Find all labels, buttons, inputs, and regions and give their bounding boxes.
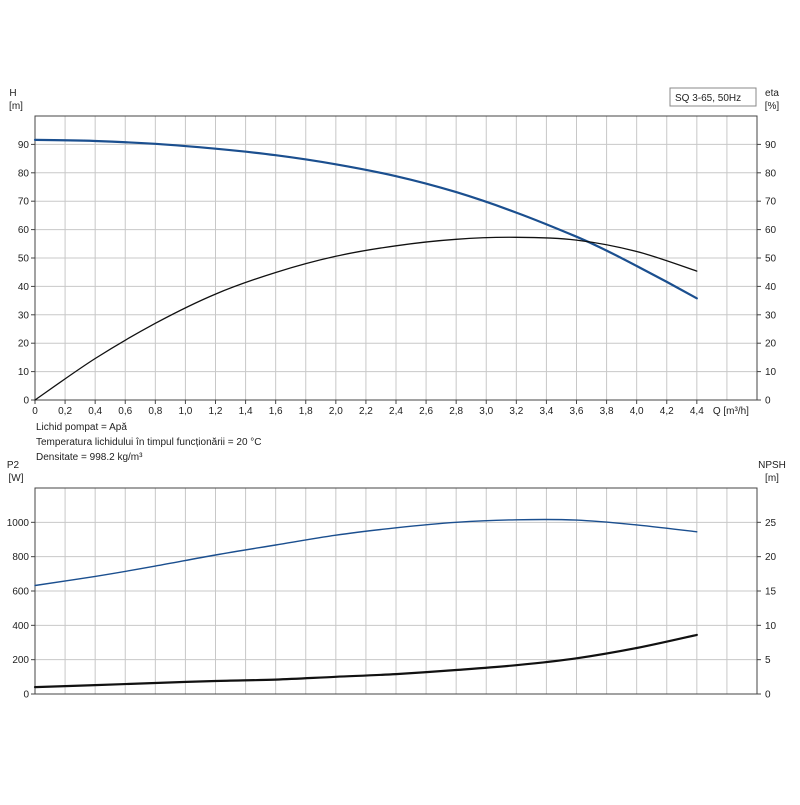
left-axis-tick-label: 30 bbox=[18, 310, 30, 321]
info-liquid: Lichid pompat = Apă bbox=[36, 422, 127, 433]
power-npsh-chart: 0 200 400 600 800 1000 0 5 10 15 20 25 P2 [W] NPSH [m] bbox=[7, 460, 786, 701]
x-axis-tick-label: 4,2 bbox=[660, 406, 674, 417]
legend-label: SQ 3-65, 50Hz bbox=[675, 93, 741, 104]
info-temperature: Temperatura lichidului în timpul funcțio… bbox=[36, 437, 262, 448]
left-axis-tick-label: 40 bbox=[18, 282, 30, 293]
x-axis-tick-label: 0,2 bbox=[58, 406, 72, 417]
right-axis-tick-label: 80 bbox=[765, 168, 777, 179]
left-axis-tick-label: 400 bbox=[12, 621, 29, 632]
left-axis-title: P2 bbox=[7, 460, 20, 471]
left-axis-tick-label: 90 bbox=[18, 140, 30, 151]
right-axis-tick-label: 15 bbox=[765, 587, 777, 598]
left-axis-tick-label: 20 bbox=[18, 339, 30, 350]
left-axis-tick-label: 0 bbox=[23, 690, 29, 701]
x-axis-tick-label: 4,4 bbox=[690, 406, 704, 417]
x-axis-tick-label: 1,6 bbox=[269, 406, 283, 417]
left-axis-unit: [m] bbox=[9, 101, 23, 112]
info-density: Densitate = 998.2 kg/m³ bbox=[36, 452, 143, 463]
right-axis-tick-label: 90 bbox=[765, 140, 777, 151]
left-axis-tick-label: 800 bbox=[12, 552, 29, 563]
right-axis-title: NPSH bbox=[758, 460, 786, 471]
x-axis-tick-label: 3,2 bbox=[509, 406, 523, 417]
x-axis-tick-label: 3,8 bbox=[600, 406, 614, 417]
right-axis-tick-label: 5 bbox=[765, 655, 771, 666]
x-axis-tick-label: 2,0 bbox=[329, 406, 343, 417]
series-curve-2 bbox=[33, 633, 698, 689]
left-axis-unit: [W] bbox=[9, 473, 24, 484]
x-axis-tick-label: 1,8 bbox=[299, 406, 313, 417]
x-axis-tick-label: 0,4 bbox=[88, 406, 102, 417]
right-axis-tick-label: 70 bbox=[765, 197, 777, 208]
x-axis-tick-label: 3,0 bbox=[479, 406, 493, 417]
x-axis-tick-label: 0,8 bbox=[148, 406, 162, 417]
right-axis-tick-label: 0 bbox=[765, 396, 771, 407]
x-axis-title: Q [m³/h] bbox=[713, 406, 749, 417]
legend-box bbox=[669, 87, 757, 107]
head-efficiency-chart: 0 10 20 30 40 50 60 70 80 90 0 10 20 30 40 50 60 70 80 90 H [… bbox=[9, 88, 779, 417]
x-axis-tick-label: 0 bbox=[32, 406, 38, 417]
left-axis-title: H bbox=[9, 88, 16, 99]
right-axis-tick-label: 30 bbox=[765, 310, 777, 321]
right-axis-tick-label: 20 bbox=[765, 339, 777, 350]
left-axis-tick-label: 1000 bbox=[7, 518, 30, 529]
x-axis-tick-label: 2,8 bbox=[449, 406, 463, 417]
left-axis-tick-label: 10 bbox=[18, 367, 30, 378]
right-axis-tick-label: 10 bbox=[765, 621, 777, 632]
x-axis-tick-label: 1,2 bbox=[209, 406, 223, 417]
right-axis-tick-label: 20 bbox=[765, 552, 777, 563]
x-axis-tick-label: 0,6 bbox=[118, 406, 132, 417]
x-axis-tick-label: 2,4 bbox=[389, 406, 403, 417]
x-axis-tick-label: 2,6 bbox=[419, 406, 433, 417]
left-axis-tick-label: 600 bbox=[12, 587, 29, 598]
x-axis-tick-label: 3,6 bbox=[570, 406, 584, 417]
right-axis-title: eta bbox=[765, 88, 779, 99]
left-axis-tick-label: 60 bbox=[18, 225, 30, 236]
right-axis-tick-label: 10 bbox=[765, 367, 777, 378]
right-axis-unit: [m] bbox=[765, 473, 779, 484]
x-axis-tick-label: 1,0 bbox=[178, 406, 192, 417]
x-axis-tick-label: 1,4 bbox=[239, 406, 253, 417]
right-axis-tick-label: 0 bbox=[765, 690, 771, 701]
x-axis-tick-label: 2,2 bbox=[359, 406, 373, 417]
left-axis-tick-label: 80 bbox=[18, 168, 30, 179]
x-axis-tick-label: 3,4 bbox=[539, 406, 553, 417]
right-axis-tick-label: 40 bbox=[765, 282, 777, 293]
series-curve-1 bbox=[34, 518, 698, 587]
series-curve-2 bbox=[34, 236, 698, 401]
right-axis-unit: [%] bbox=[765, 101, 780, 112]
right-axis-tick-label: 50 bbox=[765, 254, 777, 265]
right-axis-tick-label: 25 bbox=[765, 518, 777, 529]
left-axis-tick-label: 200 bbox=[12, 655, 29, 666]
left-axis-tick-label: 70 bbox=[18, 197, 30, 208]
right-axis-tick-label: 60 bbox=[765, 225, 777, 236]
x-axis-tick-label: 4,0 bbox=[630, 406, 644, 417]
left-axis-tick-label: 50 bbox=[18, 254, 30, 265]
left-axis-tick-label: 0 bbox=[23, 396, 29, 407]
series-curve-1 bbox=[33, 138, 698, 300]
